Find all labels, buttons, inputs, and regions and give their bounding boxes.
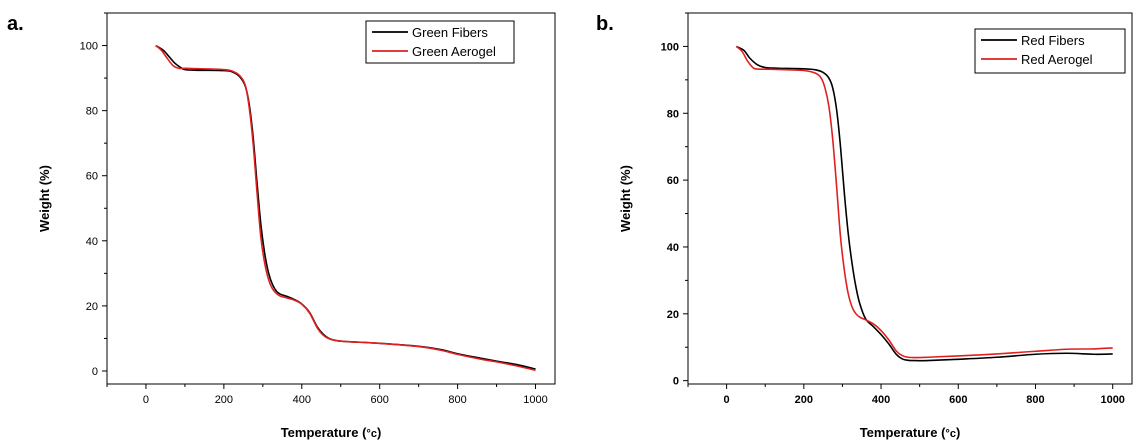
x-tick-label: 0 [724, 394, 730, 406]
panel-label: b. [596, 13, 614, 35]
chart-panel-a: a. 0 200 400 600 800 1000 0 20 40 60 80 100 Temperatu… [7, 12, 556, 440]
x-tick-label: 1000 [523, 394, 547, 406]
series-line-red-aerogel [735, 45, 1113, 359]
legend: Green Fibers Green Aerogel [365, 20, 515, 64]
y-tick-label: 60 [667, 175, 679, 187]
y-tick-label: 20 [86, 301, 98, 313]
y-axis-title: Weight (%) [618, 165, 633, 232]
y-tick-label: 100 [661, 41, 679, 53]
x-tick-label: 600 [371, 394, 389, 406]
x-tick-label: 200 [795, 394, 813, 406]
x-tick-label: 1000 [1100, 394, 1124, 406]
y-tick-label: 0 [673, 376, 679, 388]
y-tick-label: 40 [86, 236, 98, 248]
x-tick-label: 200 [215, 394, 233, 406]
y-tick-label: 100 [80, 41, 98, 53]
x-tick-label: 0 [143, 394, 149, 406]
x-tick-label: 800 [448, 394, 466, 406]
legend-label: Red Aerogel [1021, 52, 1093, 67]
series-line-green-aerogel [155, 44, 536, 372]
legend-box [365, 20, 515, 64]
panel-label: a. [7, 13, 24, 35]
x-tick-label: 400 [872, 394, 890, 406]
x-axis-title: Temperature (°c) [281, 425, 382, 440]
legend-label: Red Fibers [1021, 33, 1085, 48]
x-tick-label: 800 [1026, 394, 1044, 406]
plot-frame [106, 12, 556, 385]
x-axis-title: Temperature (°c) [860, 425, 961, 440]
y-tick-label: 20 [667, 309, 679, 321]
x-tick-label: 600 [949, 394, 967, 406]
y-tick-label: 40 [667, 242, 679, 254]
y-tick-label: 80 [667, 108, 679, 120]
legend-label: Green Fibers [412, 25, 488, 40]
y-axis-title: Weight (%) [37, 165, 52, 232]
series-line-red-fibers [735, 45, 1113, 362]
x-tick-label: 400 [293, 394, 311, 406]
series-line-green-fibers [155, 44, 536, 370]
chart-panel-b: b. 0 200 400 600 800 1000 0 20 40 60 80 100 Temperatu… [596, 12, 1133, 440]
y-tick-label: 0 [92, 366, 98, 378]
y-tick-label: 60 [86, 171, 98, 183]
plot-frame [687, 12, 1133, 385]
legend-label: Green Aerogel [412, 44, 496, 59]
legend: Red Fibers Red Aerogel [974, 28, 1126, 74]
legend-box [974, 28, 1126, 74]
y-tick-label: 80 [86, 106, 98, 118]
